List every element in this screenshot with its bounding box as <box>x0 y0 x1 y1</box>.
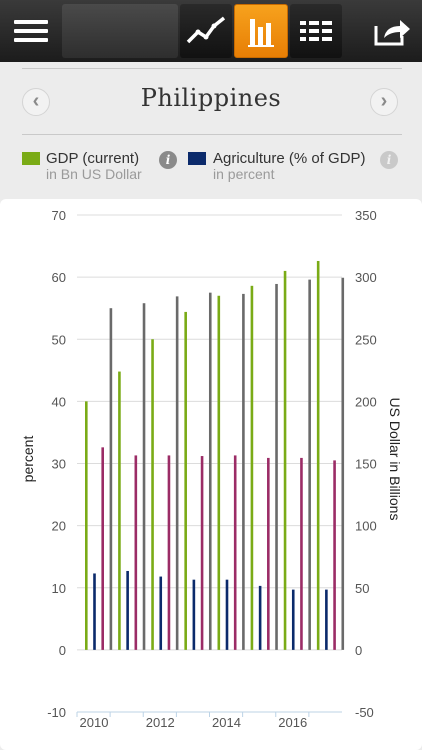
legend-swatch-gdp <box>22 152 40 165</box>
divider <box>22 68 402 69</box>
y-right-tick-label: 300 <box>355 270 377 285</box>
bar-2015-series-2[interactable] <box>267 457 270 650</box>
y-left-tick-label: 0 <box>59 643 66 658</box>
x-tick-label: 2012 <box>146 715 175 730</box>
y-left-tick-label: 10 <box>52 581 66 596</box>
table-icon <box>300 21 332 41</box>
bar-2017-series-0[interactable] <box>316 260 320 650</box>
bar-2012-series-3[interactable] <box>175 296 179 650</box>
bar-2013-series-0[interactable] <box>184 311 187 650</box>
menu-button[interactable] <box>4 4 60 58</box>
next-country-button[interactable]: › <box>370 88 398 116</box>
y-left-tick-label: 60 <box>52 270 66 285</box>
y-left-tick-label: 40 <box>52 394 66 409</box>
bar-2014-series-1[interactable] <box>225 579 229 650</box>
x-tick-label: 2014 <box>212 715 241 730</box>
bar-2014-series-0[interactable] <box>217 295 221 650</box>
bar-2016-series-1[interactable] <box>291 589 295 650</box>
legend-sublabel-gdp: in Bn US Dollar <box>46 166 142 182</box>
bar-chart: -10 0 10 20 30 40 50 60 70 -50 0 50 100 150 200 250 300 3… <box>20 208 403 730</box>
info-icon[interactable]: i <box>159 151 177 169</box>
y-right-tick-label: 350 <box>355 208 377 223</box>
bar-chart-icon <box>248 19 274 47</box>
y-left-tick-label: 70 <box>52 208 66 223</box>
y-right-tick-label: 100 <box>355 519 377 534</box>
legend-label-agriculture: Agriculture (% of GDP) <box>213 150 366 167</box>
bar-2012-series-0[interactable] <box>151 339 154 650</box>
bar-2013-series-3[interactable] <box>208 292 212 650</box>
y-axis-left-title: percent <box>20 436 36 483</box>
x-tick-label: 2010 <box>80 715 109 730</box>
table-view-button[interactable] <box>290 4 342 58</box>
bar-2016-series-2[interactable] <box>300 457 303 650</box>
legend-label-gdp: GDP (current) <box>46 150 140 167</box>
legend-sublabel-agriculture: in percent <box>213 166 275 182</box>
y-left-tick-label: 50 <box>52 332 66 347</box>
y-right-tick-label: 250 <box>355 332 377 347</box>
legend-swatch-agriculture <box>188 152 206 165</box>
y-axis-right-title: US Dollar in Billions <box>387 398 403 521</box>
y-right-tick-label: -50 <box>355 705 374 720</box>
bar-2017-series-1[interactable] <box>325 589 328 650</box>
menu-icon <box>14 20 48 42</box>
bar-2016-series-3[interactable] <box>308 279 311 650</box>
toolbar-spacer <box>62 4 178 58</box>
bar-2016-series-0[interactable] <box>283 270 287 650</box>
divider <box>22 134 402 135</box>
y-left-tick-label: 20 <box>52 519 66 534</box>
bar-2010-series-3[interactable] <box>109 308 113 650</box>
y-right-tick-label: 150 <box>355 457 377 472</box>
country-title: Philippines <box>140 84 282 112</box>
bar-2014-series-2[interactable] <box>233 455 237 650</box>
bar-2012-series-2[interactable] <box>167 455 171 650</box>
top-toolbar <box>0 0 422 62</box>
bar-2011-series-3[interactable] <box>142 303 146 650</box>
bar-2014-series-3[interactable] <box>242 293 245 650</box>
bar-2010-series-1[interactable] <box>93 573 96 650</box>
bar-2010-series-2[interactable] <box>101 447 104 650</box>
share-button[interactable] <box>362 4 420 58</box>
bar-2013-series-1[interactable] <box>192 579 196 650</box>
share-icon <box>374 20 410 46</box>
y-right-tick-label: 200 <box>355 394 377 409</box>
bar-2017-series-3[interactable] <box>341 277 345 650</box>
y-left-tick-label: 30 <box>52 457 66 472</box>
bar-2012-series-1[interactable] <box>159 576 163 650</box>
bar-2011-series-2[interactable] <box>134 455 138 650</box>
bar-2011-series-0[interactable] <box>118 371 121 650</box>
info-icon[interactable]: i <box>380 151 398 169</box>
bar-2011-series-1[interactable] <box>126 570 129 650</box>
bar-chart-button[interactable] <box>234 4 288 58</box>
previous-country-button[interactable]: ‹ <box>22 88 50 116</box>
y-right-tick-label: 0 <box>355 643 362 658</box>
bar-2017-series-2[interactable] <box>333 460 336 650</box>
y-right-tick-label: 50 <box>355 581 369 596</box>
line-chart-icon <box>186 16 226 44</box>
bar-2015-series-0[interactable] <box>250 285 254 650</box>
line-chart-button[interactable] <box>180 4 232 58</box>
x-tick-label: 2016 <box>278 715 307 730</box>
bar-2013-series-2[interactable] <box>200 456 204 650</box>
bar-2015-series-3[interactable] <box>275 283 278 650</box>
y-left-tick-label: -10 <box>47 705 66 720</box>
bar-2015-series-1[interactable] <box>258 585 262 650</box>
chart-card: -10 0 10 20 30 40 50 60 70 -50 0 50 100 150 200 250 300 3… <box>0 199 422 750</box>
bar-2010-series-0[interactable] <box>85 401 88 650</box>
